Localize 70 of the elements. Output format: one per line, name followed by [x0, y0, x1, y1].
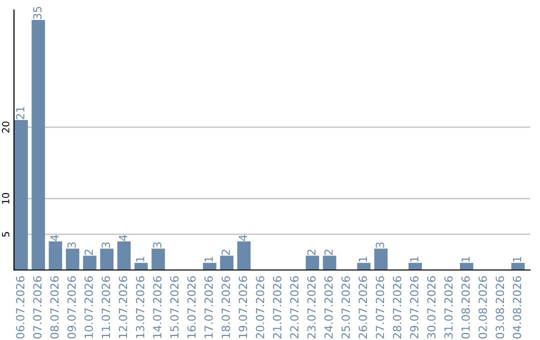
x-tick-label: 20.07.2026: [256, 276, 264, 338]
data-label: 3: [376, 242, 384, 248]
x-tick-label: 09.07.2026: [67, 276, 76, 338]
x-tick-label: 03.08.2026: [496, 276, 504, 338]
data-label: 3: [102, 242, 110, 248]
bar: [100, 248, 114, 270]
x-tick-label: 13.07.2026: [136, 276, 144, 338]
bar: [202, 262, 216, 270]
x-tick-label: 06.07.2026: [16, 276, 24, 338]
data-label: 4: [50, 234, 59, 241]
x-tick-label: 23.07.2026: [307, 276, 316, 338]
bar: [48, 241, 62, 270]
data-label: 35: [33, 6, 42, 20]
data-label: 1: [462, 256, 470, 262]
x-tick-label: 17.07.2026: [204, 276, 213, 338]
bar: [408, 262, 422, 270]
data-label: 2: [222, 250, 230, 255]
y-tick-label: 20: [2, 122, 10, 133]
x-tick-label: 24.07.2026: [324, 276, 333, 338]
data-label: 1: [410, 256, 418, 262]
bar: [134, 262, 148, 270]
data-label: 21: [16, 106, 24, 120]
data-label: 1: [136, 256, 144, 262]
bar: [357, 262, 371, 270]
x-tick-label: 16.07.2026: [187, 276, 196, 338]
x-tick-label: 14.07.2026: [153, 276, 162, 338]
x-tick-label: 28.07.2026: [392, 276, 402, 338]
bar: [66, 248, 80, 270]
data-label: 4: [118, 234, 128, 241]
x-tick-label: 30.07.2026: [427, 276, 436, 338]
bar: [83, 256, 96, 270]
bar: [374, 248, 388, 270]
x-tick-label: 10.07.2026: [84, 276, 93, 338]
bar: [237, 241, 251, 270]
data-label: 3: [153, 242, 162, 248]
x-tick-label: 04.08.2026: [512, 276, 522, 338]
y-tick-label: 10: [2, 193, 10, 204]
data-label: 2: [324, 250, 333, 255]
data-label: 2: [307, 250, 316, 255]
data-label: 1: [512, 256, 522, 262]
x-tick-label: 27.07.2026: [376, 276, 384, 338]
data-label: 1: [358, 256, 367, 262]
x-tick-label: 21.07.2026: [272, 276, 282, 338]
data-label: 1: [204, 256, 213, 262]
bar: [32, 20, 46, 270]
bar: [152, 248, 165, 270]
x-tick-label: 12.07.2026: [118, 276, 128, 338]
x-tick-label: 26.07.2026: [358, 276, 368, 338]
bar: [322, 256, 336, 270]
x-tick-label: 29.07.2026: [410, 276, 418, 338]
data-label: 3: [67, 242, 76, 248]
data-label: 4: [238, 234, 247, 241]
x-tick-label: 07.07.2026: [33, 276, 42, 338]
bar: [14, 120, 28, 270]
bar: [460, 262, 474, 270]
bar: [117, 241, 131, 270]
x-tick-label: 19.07.2026: [238, 276, 248, 338]
bar: [220, 256, 234, 270]
x-tick-label: 22.07.2026: [290, 276, 299, 338]
x-tick-label: 31.07.2026: [444, 276, 453, 338]
y-tick-label: 5: [2, 232, 10, 237]
x-tick-label: 15.07.2026: [170, 276, 179, 338]
x-tick-label: 18.07.2026: [222, 276, 230, 338]
data-label: 2: [84, 250, 93, 255]
x-tick-label: 08.07.2026: [50, 276, 59, 338]
x-tick-label: 25.07.2026: [342, 276, 350, 338]
x-tick-label: 02.08.2026: [478, 276, 487, 338]
bar: [306, 256, 320, 270]
x-tick-label: 01.08.2026: [461, 276, 470, 338]
x-tick-label: 11.07.2026: [102, 276, 110, 338]
